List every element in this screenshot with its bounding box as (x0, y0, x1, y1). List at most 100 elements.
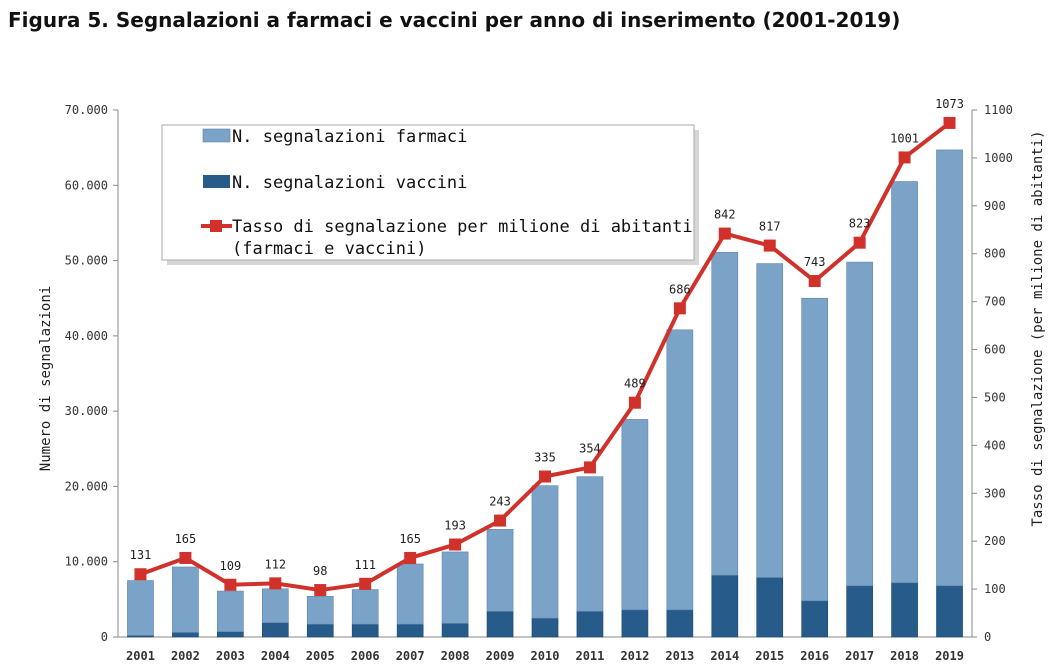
figure-title: Figura 5. Segnalazioni a farmaci e vacci… (8, 8, 901, 32)
left-tick-label: 60.000 (65, 178, 108, 192)
rate-data-label: 98 (313, 564, 327, 578)
bar-vaccini (172, 632, 199, 638)
right-tick-label: 900 (984, 199, 1006, 213)
rate-point (808, 275, 821, 288)
legend-box (161, 124, 695, 261)
rate-point (628, 396, 641, 409)
right-tick-label: 200 (984, 534, 1006, 548)
rate-point (943, 116, 956, 129)
right-tick-label: 500 (984, 390, 1006, 404)
x-tick-label: 2019 (935, 649, 964, 663)
right-tick-label: 300 (984, 486, 1006, 500)
legend-swatch-vaccini (203, 175, 230, 188)
x-tick-label: 2007 (396, 649, 425, 663)
bar-farmaci (756, 263, 784, 578)
x-tick-label: 2017 (845, 649, 874, 663)
legend-marker-rate (210, 220, 222, 232)
rate-point (898, 151, 911, 164)
rate-data-label: 743 (804, 255, 826, 269)
rate-point (224, 578, 237, 591)
bar-farmaci (666, 329, 694, 611)
bar-vaccini (396, 623, 424, 638)
left-tick-label: 0 (101, 630, 108, 644)
x-tick-label: 2011 (575, 649, 604, 663)
rate-point (404, 551, 417, 564)
x-tick-label: 2001 (126, 649, 155, 663)
bar-vaccini (756, 577, 784, 638)
bar-farmaci (621, 419, 649, 611)
x-tick-label: 2013 (665, 649, 694, 663)
rate-data-label: 1073 (935, 97, 964, 111)
bar-vaccini (936, 585, 963, 638)
x-tick-label: 2012 (620, 649, 649, 663)
left-tick-label: 50.000 (65, 254, 108, 268)
rate-point (314, 584, 327, 597)
y-axis-title-left: Numero di segnalazioni (38, 286, 54, 471)
right-tick-label: 400 (984, 438, 1006, 452)
bar-farmaci (486, 529, 514, 612)
bar-vaccini (621, 609, 649, 638)
bar-farmaci (127, 580, 154, 636)
bar-farmaci (801, 297, 829, 602)
bar-vaccini (441, 623, 469, 638)
bar-farmaci (531, 485, 559, 619)
x-tick-label: 2006 (351, 649, 380, 663)
bar-farmaci (576, 476, 604, 612)
x-tick-label: 2014 (710, 649, 739, 663)
x-tick-label: 2004 (261, 649, 290, 663)
x-tick-label: 2003 (216, 649, 245, 663)
bar-vaccini (891, 582, 918, 638)
rate-point (673, 302, 686, 315)
rate-data-label: 842 (714, 208, 736, 222)
rate-point (763, 239, 776, 252)
legend-swatch-farmaci (202, 128, 231, 143)
rate-point (583, 461, 596, 474)
right-tick-label: 700 (984, 295, 1006, 309)
left-tick-label: 20.000 (65, 479, 108, 493)
right-tick-label: 600 (984, 343, 1006, 357)
rate-data-label: 193 (444, 519, 466, 533)
bar-vaccini (576, 611, 604, 638)
rate-data-label: 823 (849, 217, 871, 231)
bar-vaccini (846, 585, 873, 638)
bar-vaccini (666, 609, 694, 638)
rate-point (718, 227, 731, 240)
bar-vaccini (801, 600, 829, 638)
x-tick-label: 2010 (531, 649, 560, 663)
bar-vaccini (217, 631, 244, 638)
x-tick-label: 2008 (441, 649, 470, 663)
x-tick-label: 2005 (306, 649, 335, 663)
bar-farmaci (936, 149, 963, 587)
rate-data-label: 112 (264, 557, 286, 571)
bar-farmaci (441, 551, 469, 624)
bar-farmaci (261, 588, 289, 623)
rate-data-label: 1001 (890, 131, 919, 145)
left-tick-label: 10.000 (65, 555, 108, 569)
right-tick-label: 1000 (984, 151, 1013, 165)
rate-data-label: 109 (220, 559, 242, 573)
bar-farmaci (351, 589, 379, 625)
right-tick-label: 0 (984, 630, 991, 644)
left-tick-label: 30.000 (65, 404, 108, 418)
rate-data-label: 489 (624, 377, 646, 391)
rate-data-label: 686 (669, 282, 691, 296)
legend-label-farmaci: N. segnalazioni farmaci (232, 127, 467, 147)
bar-vaccini (711, 574, 739, 638)
bar-farmaci (306, 596, 334, 625)
rate-point (134, 568, 147, 581)
right-tick-label: 100 (984, 582, 1006, 596)
rate-point (449, 538, 462, 551)
bar-vaccini (531, 617, 559, 638)
bar-farmaci (172, 566, 199, 633)
bar-farmaci (217, 590, 244, 633)
right-tick-label: 1100 (984, 103, 1013, 117)
x-tick-label: 2016 (800, 649, 829, 663)
legend-label-vaccini: N. segnalazioni vaccini (232, 173, 467, 193)
rate-data-label: 165 (399, 532, 421, 546)
bar-farmaci (891, 181, 918, 584)
rate-point (539, 470, 551, 483)
rate-point (494, 514, 507, 527)
left-tick-label: 70.000 (65, 103, 108, 117)
rate-point (179, 551, 192, 564)
